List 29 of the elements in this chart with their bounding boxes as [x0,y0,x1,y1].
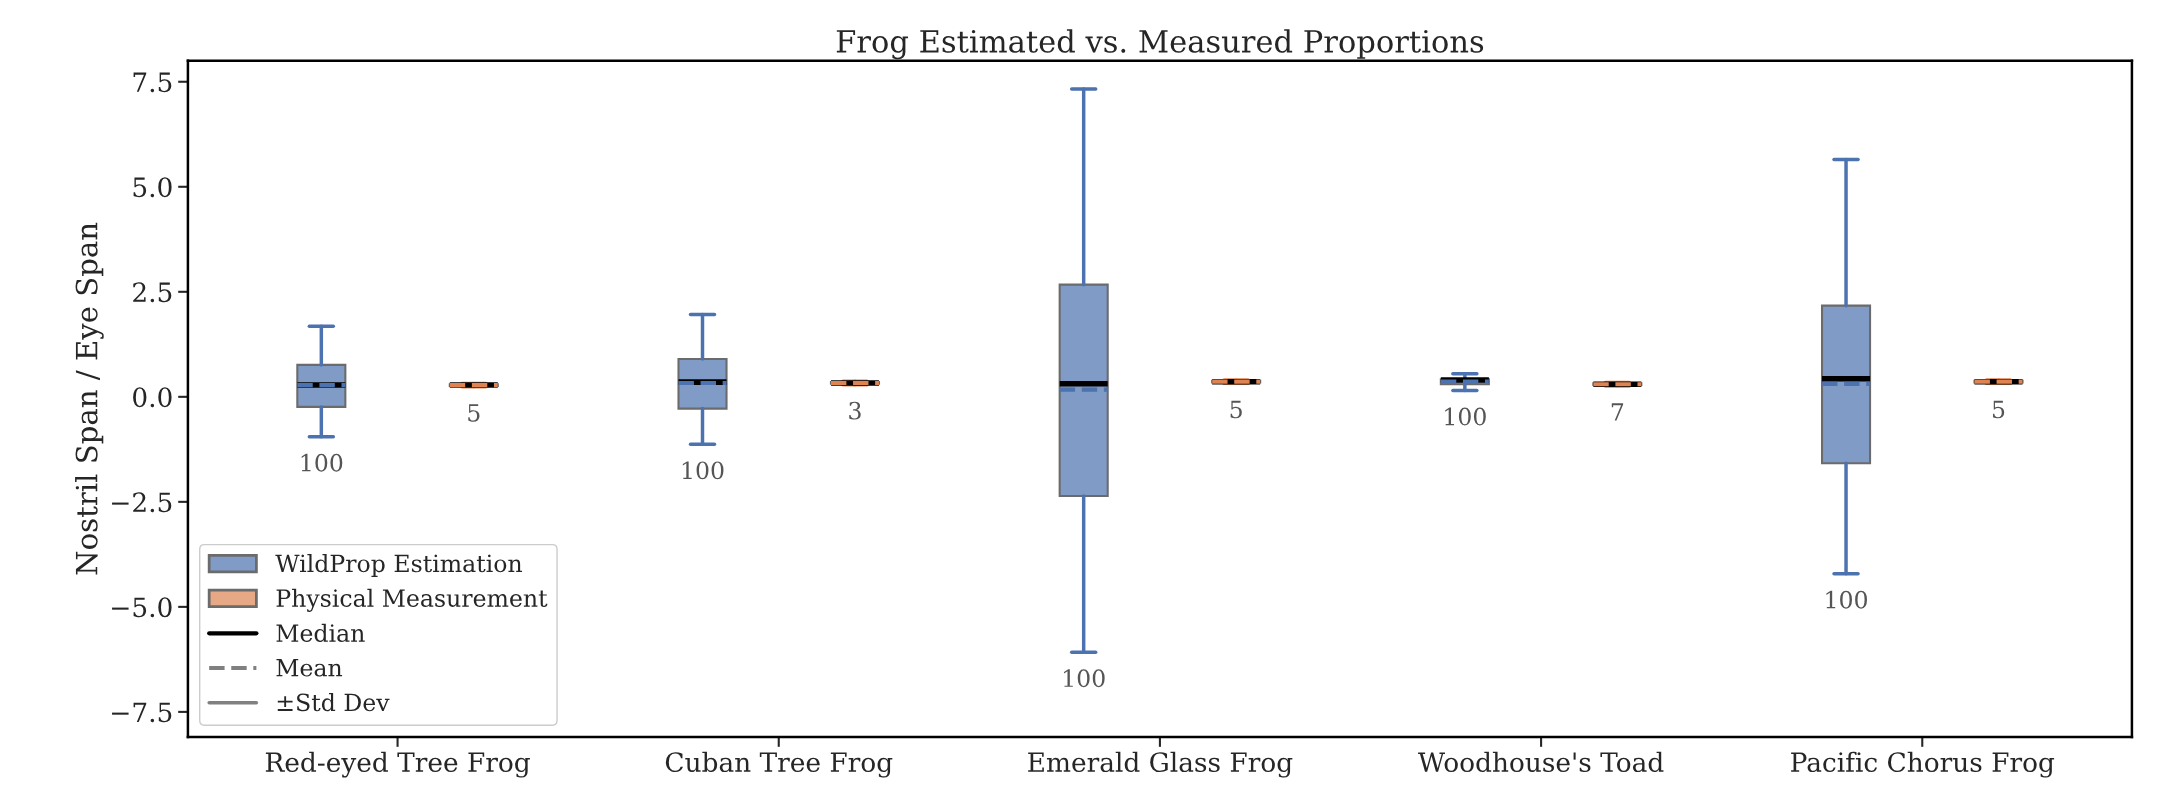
y-tick-label: 5.0 [133,177,172,198]
y-tick-label: −5.0 [112,597,172,618]
y-tick-label: 7.5 [133,72,172,93]
annotation: 100 [1445,407,1486,426]
annotation: 100 [1826,590,1867,609]
annotation: ±Std Dev [277,693,390,712]
y-tick-label: 2.5 [133,282,172,303]
annotation: 7 [1611,403,1624,421]
annotation: 100 [682,461,724,480]
x-tick-label: Red-eyed Tree Frog [265,751,530,778]
annotation: 5 [1230,400,1242,419]
annotation: 100 [1064,669,1105,688]
annotation: 5 [468,404,480,422]
annotation: Median [276,623,365,642]
chart-title: Frog Estimated vs. Measured Proportions [836,29,1484,60]
x-tick-label: Pacific Chorus Frog [1791,751,2055,778]
legend-label: Physical Measurement [276,588,548,612]
x-tick-label: Emerald Glass Frog [1028,751,1293,778]
y-axis-title: Nostril Span / Eye Span [75,222,104,575]
annotation: 5 [1993,400,2005,419]
legend-label: WildProp Estimation [275,554,523,577]
y-tick-label: 0.0 [133,387,172,408]
x-tick-label: Cuban Tree Frog [665,751,893,778]
x-tick-label: Woodhouse's Toad [1418,751,1664,773]
annotation: Mean [276,659,343,677]
annotation: 100 [301,453,343,472]
y-tick-label: −2.5 [112,492,172,513]
annotation: 3 [849,401,861,420]
y-tick-label: −7.5 [112,702,172,723]
